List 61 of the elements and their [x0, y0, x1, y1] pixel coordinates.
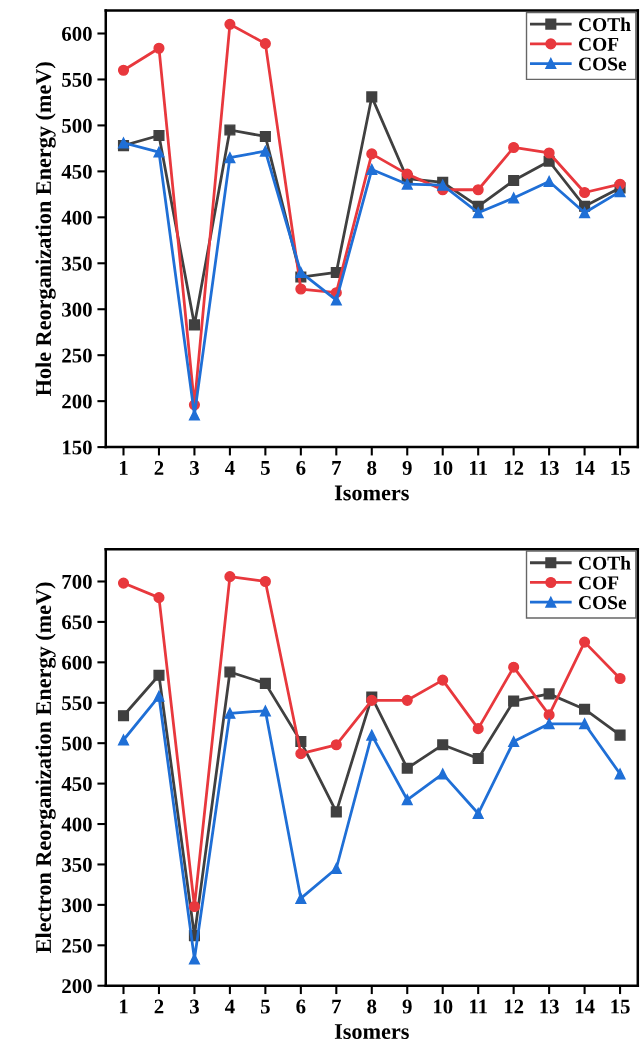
x-tick-label: 15	[611, 461, 630, 475]
y-tick-label: 500	[62, 736, 92, 751]
x-tick-label: 8	[367, 460, 377, 475]
x-tick-label: 13	[540, 460, 559, 475]
x-tick-label: 2	[154, 999, 164, 1014]
x-tick-label: 1	[119, 999, 128, 1014]
legend-label: COF	[578, 37, 619, 51]
x-axis-title: Isomers	[334, 1024, 409, 1040]
x-tick-label: 4	[224, 999, 235, 1014]
x-tick-label: 7	[332, 461, 342, 475]
x-tick-label: 10	[433, 999, 453, 1014]
x-tick-label: 9	[402, 460, 412, 475]
y-tick-label: 300	[62, 302, 92, 317]
x-tick-label: 11	[470, 461, 487, 475]
y-tick-label: 700	[62, 574, 92, 589]
y-tick-label: 600	[62, 26, 92, 41]
y-tick-label: 350	[62, 857, 92, 872]
y-tick-label: 350	[62, 256, 92, 271]
legend-label: COSe	[578, 57, 627, 71]
y-tick-label: 300	[62, 898, 92, 913]
y-tick-label: 550	[62, 696, 92, 711]
y-tick-label: 200	[62, 979, 92, 994]
x-tick-label: 3	[190, 460, 199, 475]
y-tick-label: 550	[62, 72, 92, 87]
y-tick-label: 400	[61, 210, 92, 225]
y-tick-label: 250	[62, 348, 92, 363]
y-tick-label: 150	[62, 440, 92, 455]
x-tick-label: 13	[540, 999, 559, 1014]
legend-label: COSe	[578, 596, 627, 610]
x-axis-title: Isomers	[334, 485, 409, 501]
x-tick-label: 1	[119, 461, 128, 475]
x-tick-label: 6	[296, 460, 306, 475]
y-axis-title: Electron Reorganization Energy (meV)	[35, 582, 56, 953]
x-tick-label: 5	[261, 461, 270, 475]
y-tick-label: 650	[62, 615, 92, 630]
x-tick-label: 11	[470, 999, 487, 1014]
x-tick-label: 15	[611, 999, 630, 1014]
legend-label: COTh	[578, 17, 631, 32]
x-tick-label: 14	[575, 999, 595, 1014]
x-tick-label: 5	[261, 999, 270, 1014]
legend-label: COF	[578, 576, 619, 590]
y-tick-label: 250	[62, 938, 92, 953]
y-tick-label: 450	[61, 776, 92, 792]
x-tick-label: 3	[190, 999, 199, 1014]
x-tick-label: 10	[433, 460, 453, 475]
y-tick-label: 200	[62, 394, 92, 409]
y-tick-label: 450	[61, 164, 92, 179]
y-tick-label: 400	[61, 817, 92, 832]
x-tick-label: 6	[296, 999, 306, 1014]
y-tick-label: 500	[62, 118, 92, 133]
x-tick-label: 4	[224, 461, 235, 475]
x-tick-label: 7	[332, 999, 342, 1014]
x-tick-label: 12	[504, 999, 524, 1014]
y-tick-label: 600	[62, 655, 92, 670]
x-tick-label: 2	[154, 460, 164, 475]
legend-label: COTh	[578, 556, 631, 570]
x-tick-label: 8	[367, 999, 377, 1014]
x-tick-label: 12	[504, 460, 524, 475]
x-tick-label: 9	[402, 999, 412, 1014]
y-axis-title: Hole Reorganization Energy (meV)	[35, 62, 56, 396]
x-tick-label: 14	[575, 461, 595, 475]
